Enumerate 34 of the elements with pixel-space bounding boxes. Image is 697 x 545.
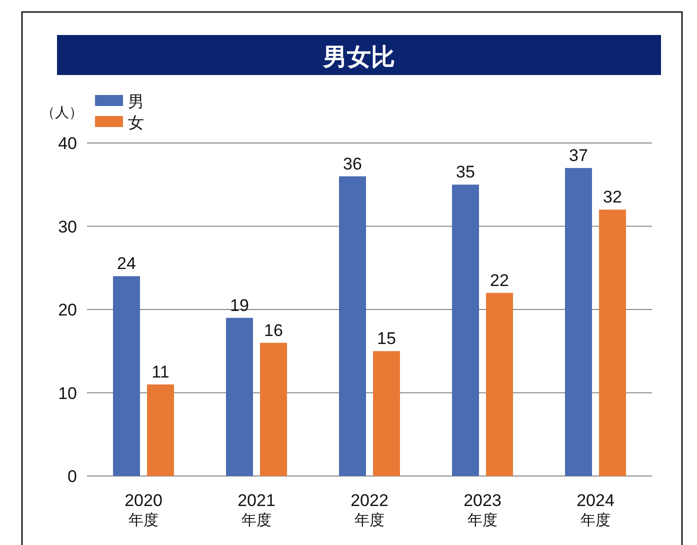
data-label: 32 [603, 188, 622, 207]
data-label: 35 [456, 162, 475, 182]
bar [373, 351, 400, 476]
data-label: 22 [490, 270, 509, 290]
bar [565, 168, 592, 476]
bar [226, 318, 253, 476]
bar [260, 342, 287, 476]
legend-label: 女 [128, 115, 144, 132]
bar [147, 384, 174, 476]
x-tick-label: 2024 年度 [576, 491, 614, 529]
y-tick-label: 30 [58, 217, 77, 236]
data-label: 15 [377, 329, 396, 348]
x-tick-label: 2022 年度 [350, 491, 388, 529]
data-label: 24 [117, 254, 136, 274]
chart-title: 男女比 [322, 44, 395, 71]
data-label: 36 [343, 154, 362, 174]
data-label: 11 [152, 362, 170, 382]
x-tick-label: 2023 年度 [464, 491, 502, 529]
data-label: 19 [230, 296, 249, 315]
bar [113, 276, 140, 476]
data-label: 37 [569, 146, 588, 165]
y-tick-label: 40 [58, 134, 77, 153]
legend-label: 男 [128, 94, 144, 111]
y-tick-label: 0 [68, 467, 77, 486]
bar [599, 210, 626, 476]
bar [339, 176, 366, 476]
y-tick-label: 20 [58, 300, 77, 320]
data-label: 16 [264, 320, 283, 340]
y-axis-title: （人） [41, 104, 83, 120]
x-tick-label: 2021 年度 [238, 491, 276, 529]
bar [452, 184, 479, 476]
bar [486, 292, 513, 476]
x-tick-label: 2020 年度 [124, 491, 162, 529]
y-tick-label: 10 [58, 384, 77, 403]
